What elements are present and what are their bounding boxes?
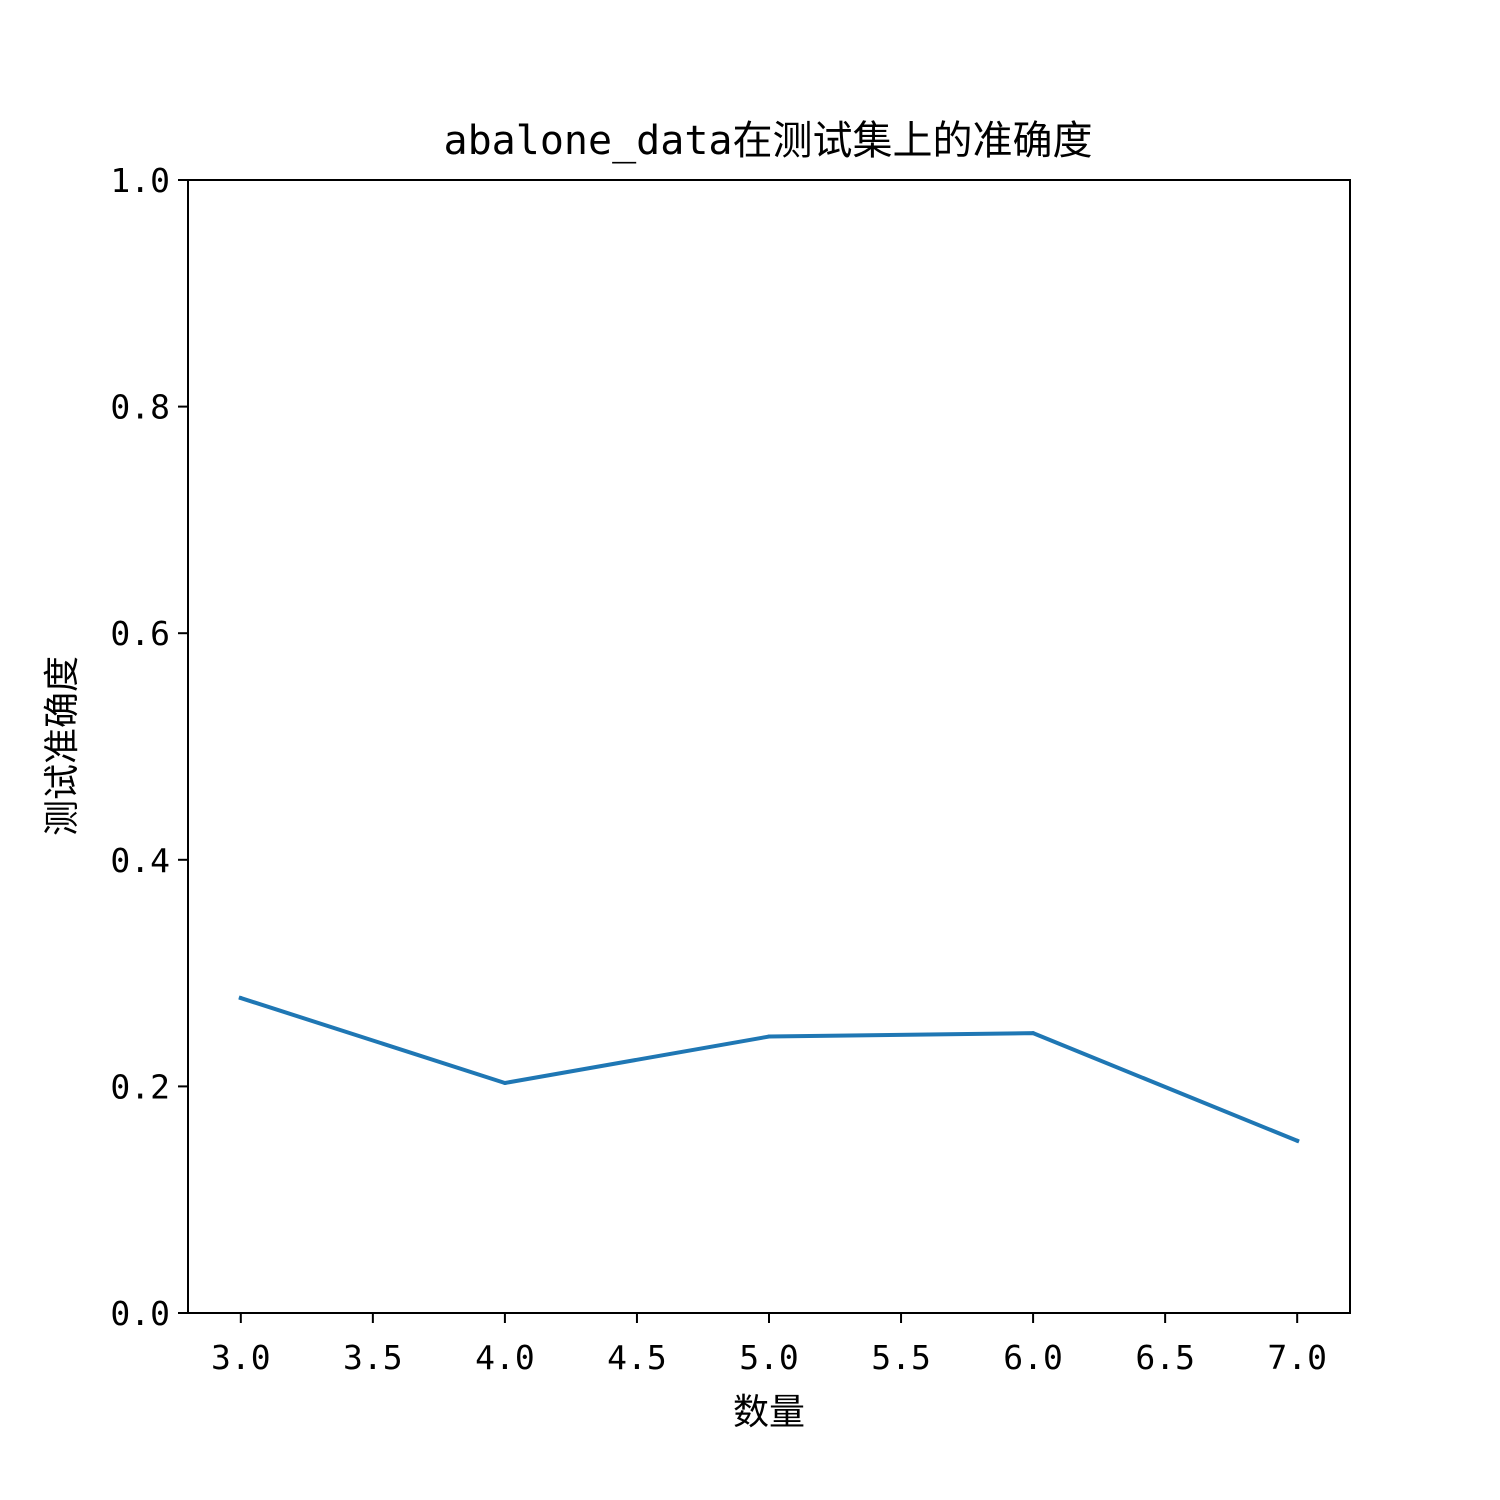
data-point [1031,1031,1036,1036]
data-point [767,1034,771,1039]
y-tick-label: 1.0 [110,161,170,200]
data-point [502,1081,507,1086]
y-tick-label: 0.6 [110,614,170,653]
x-tick-label: 5.0 [739,1338,799,1377]
y-axis-label: 测试准确度 [42,656,83,836]
y-axis-ticks: 0.0 0.2 0.4 0.6 0.8 1.0 [110,161,188,1333]
chart-title: abalone_data在测试集上的准确度 [444,118,1093,164]
x-axis-label: 数量 [733,1392,805,1433]
x-tick-label: 4.5 [607,1338,667,1377]
x-tick-label: 3.5 [343,1338,403,1377]
y-tick-label: 0.8 [110,388,170,427]
axes-frame [187,179,1351,1314]
data-point [1295,1138,1300,1143]
x-tick-label: 6.5 [1135,1338,1195,1377]
y-tick-label: 0.4 [110,841,170,880]
x-tick-label: 5.5 [871,1338,931,1377]
x-tick-label: 6.0 [1003,1338,1063,1377]
data-point [238,996,243,1001]
y-tick-label: 0.0 [110,1294,170,1333]
series-layer [238,995,1300,1144]
x-tick-label: 3.0 [211,1338,271,1377]
x-axis-ticks: 3.0 3.5 4.0 4.5 5.0 5.5 6.0 6.5 7.0 [211,1313,1327,1377]
x-tick-label: 7.0 [1267,1338,1327,1377]
x-tick-label: 4.0 [475,1338,535,1377]
y-tick-label: 0.2 [110,1067,170,1106]
